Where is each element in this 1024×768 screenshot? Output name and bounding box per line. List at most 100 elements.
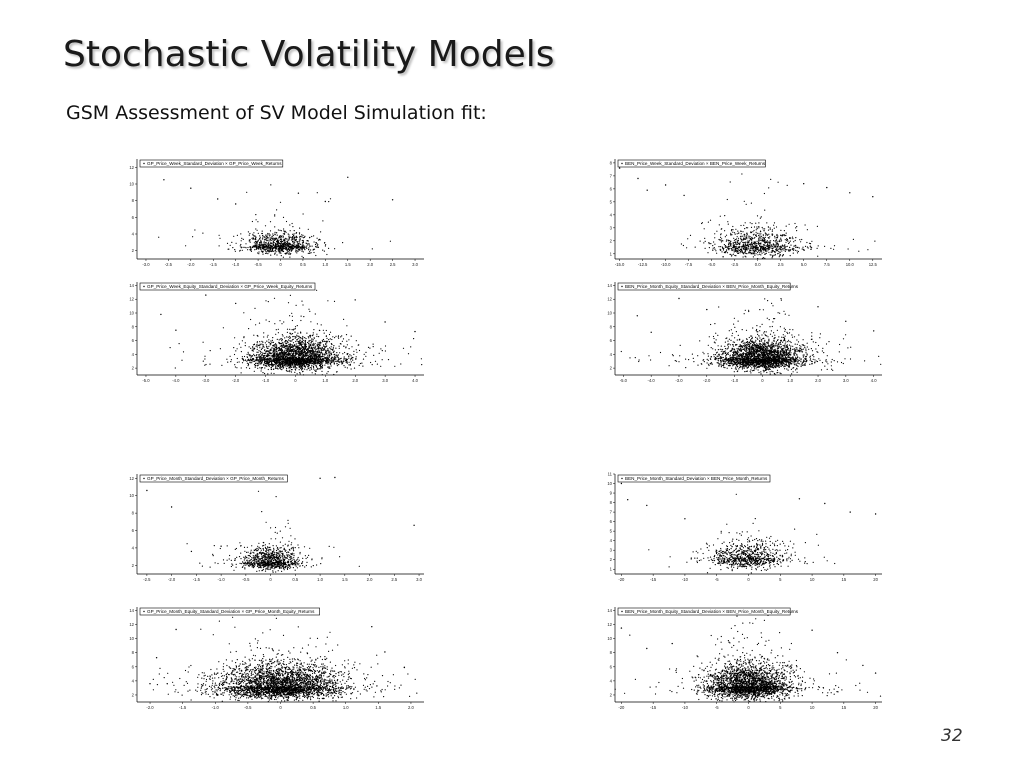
scatter-point [272,360,274,362]
scatter-point [734,244,736,246]
scatter-point [778,248,780,250]
scatter-point [271,363,273,365]
scatter-point [272,234,274,237]
scatter-point [243,337,245,339]
scatter-point [761,238,763,240]
scatter-point [331,338,333,341]
scatter-point [756,246,758,248]
scatter-point [296,346,298,348]
scatter-point [771,325,773,328]
scatter-point [262,344,264,346]
scatter-point [294,361,296,363]
scatter-point [309,237,311,239]
scatter-point [737,252,739,254]
scatter-point [297,245,299,247]
x-tick-label: 0 [279,262,282,267]
scatter-point [301,343,303,345]
scatter-point [784,247,786,249]
scatter-point [312,346,314,348]
scatter-point [269,250,272,252]
scatter-point [839,343,841,346]
scatter-point [236,348,238,350]
scatter-point [320,231,322,233]
scatter-point [263,332,265,334]
scatter-point [771,234,773,236]
scatter-point [345,361,347,363]
scatter-point [283,233,286,235]
scatter-point [741,251,743,253]
scatter-point [322,338,325,341]
scatter-point [775,248,777,250]
scatter-point [293,241,295,243]
scatter-point [230,361,232,363]
scatter-point [361,362,363,364]
scatter-point [288,253,290,255]
scatter-point [278,352,280,354]
scatter-point [308,249,310,251]
scatter-point [308,247,310,249]
scatter-point [348,361,350,363]
scatter-point [304,343,306,345]
scatter-point [294,351,296,353]
scatter-point [353,353,355,355]
scatter-point [300,355,302,357]
scatter-point [256,360,258,362]
scatter-point [283,361,285,363]
scatter-point [236,234,238,236]
scatter-point [231,241,233,243]
scatter-point [289,250,291,252]
scatter-point [278,248,280,251]
scatter-point [238,343,240,345]
scatter-point [275,363,277,365]
scatter-point [259,345,261,347]
scatter-point [353,350,355,352]
scatter-point [288,349,290,351]
scatter-point [724,250,726,253]
scatter-point [269,234,271,236]
scatter-point [302,241,305,243]
scatter-point [733,251,735,253]
scatter-point [776,247,778,249]
scatter-point [761,247,763,249]
scatter-point [316,360,318,362]
scatter-point [324,354,326,356]
scatter-point [746,235,748,237]
scatter-point [251,350,253,352]
scatter-point [701,222,703,225]
scatter-point [291,248,293,250]
scatter-point [281,323,283,325]
scatter-point [259,354,261,356]
scatter-point [217,198,219,200]
scatter-point [802,246,804,248]
scatter-point [235,203,237,205]
scatter-point [297,335,299,337]
scatter-point [269,247,271,249]
scatter-point [296,250,298,252]
slide-subtitle: GSM Assessment of SV Model Simulation fi… [66,102,487,124]
scatter-point [279,357,281,359]
scatter-point [308,252,311,254]
scatter-point [751,252,753,254]
scatter-point [722,249,725,251]
scatter-point [261,251,263,253]
scatter-point [769,244,771,247]
scatter-point [316,245,318,247]
scatter-point [302,350,304,352]
scatter-point [307,252,309,254]
scatter-point [270,340,272,342]
scatter-point [770,247,772,249]
scatter-point [805,352,807,354]
scatter-point [255,247,258,249]
scatter-point [714,248,716,250]
scatter-point [748,251,750,253]
x-tick-label: -2.0 [703,378,711,383]
scatter-point [240,233,242,235]
scatter-point [308,365,310,367]
scatter-point [295,248,297,250]
scatter-point [774,251,776,254]
scatter-point [289,328,291,330]
scatter-point [301,300,303,302]
scatter-point [209,350,211,352]
scatter-point [303,364,305,366]
scatter-point [267,334,269,336]
